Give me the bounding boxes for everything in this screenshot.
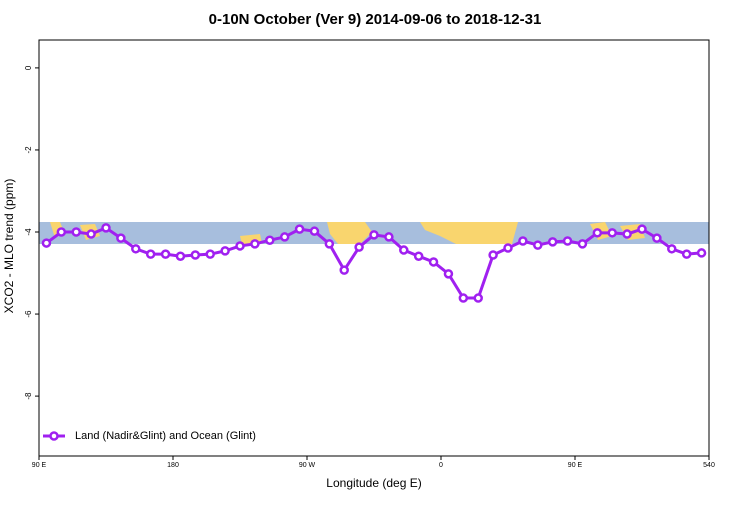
point	[622, 229, 632, 239]
point	[86, 229, 96, 239]
x-tick-label: 0	[439, 462, 443, 469]
point	[101, 223, 111, 233]
point	[220, 246, 230, 256]
x-tick-label: 540	[703, 462, 715, 469]
point	[533, 240, 543, 250]
point	[294, 224, 305, 234]
point	[637, 224, 647, 234]
legend-label: Land (Nadir&Glint) and Ocean (Glint)	[75, 430, 256, 442]
point	[250, 239, 260, 249]
x-tick-label: 180	[167, 462, 179, 469]
point	[413, 251, 424, 261]
y-tick-label: -2	[24, 146, 33, 154]
point	[488, 250, 498, 260]
point	[116, 233, 126, 243]
point	[562, 236, 573, 246]
x-tick-label: 90 E	[32, 462, 47, 469]
point	[145, 249, 156, 259]
point	[443, 269, 454, 279]
y-tick-label: -6	[24, 310, 33, 318]
point	[652, 233, 662, 243]
point	[547, 237, 558, 247]
point	[324, 239, 335, 249]
point	[607, 228, 617, 238]
point	[339, 265, 349, 275]
point	[503, 243, 513, 253]
x-axis-label: Longitude (deg E)	[326, 476, 421, 490]
point	[190, 250, 201, 260]
point	[518, 236, 528, 246]
y-tick-label: 0	[24, 65, 33, 70]
point	[592, 228, 603, 238]
x-tick-label: 90 W	[299, 462, 316, 469]
point	[131, 244, 141, 254]
y-axis-label: XCO2 - MLO trend (ppm)	[2, 179, 16, 314]
point	[399, 245, 409, 255]
point	[160, 249, 171, 259]
point	[279, 232, 290, 242]
legend-marker	[49, 431, 59, 441]
point	[696, 248, 707, 258]
point	[71, 227, 81, 237]
point	[458, 293, 469, 303]
point	[473, 293, 483, 303]
point	[175, 251, 186, 261]
point	[384, 232, 394, 242]
point	[369, 230, 379, 240]
point	[265, 235, 275, 245]
y-tick-label: -4	[24, 228, 33, 236]
point	[235, 241, 245, 251]
point	[309, 226, 320, 236]
point	[354, 242, 364, 252]
point	[681, 249, 692, 259]
plot-frame	[38, 39, 710, 457]
point	[667, 244, 677, 254]
point	[205, 249, 215, 259]
chart-title: 0-10N October (Ver 9) 2014-09-06 to 2018…	[209, 11, 542, 28]
y-tick-label: -8	[24, 392, 33, 400]
point	[428, 257, 439, 267]
x-tick-label: 90 E	[568, 462, 583, 469]
point	[56, 227, 67, 237]
point	[577, 239, 588, 249]
point	[41, 238, 52, 248]
